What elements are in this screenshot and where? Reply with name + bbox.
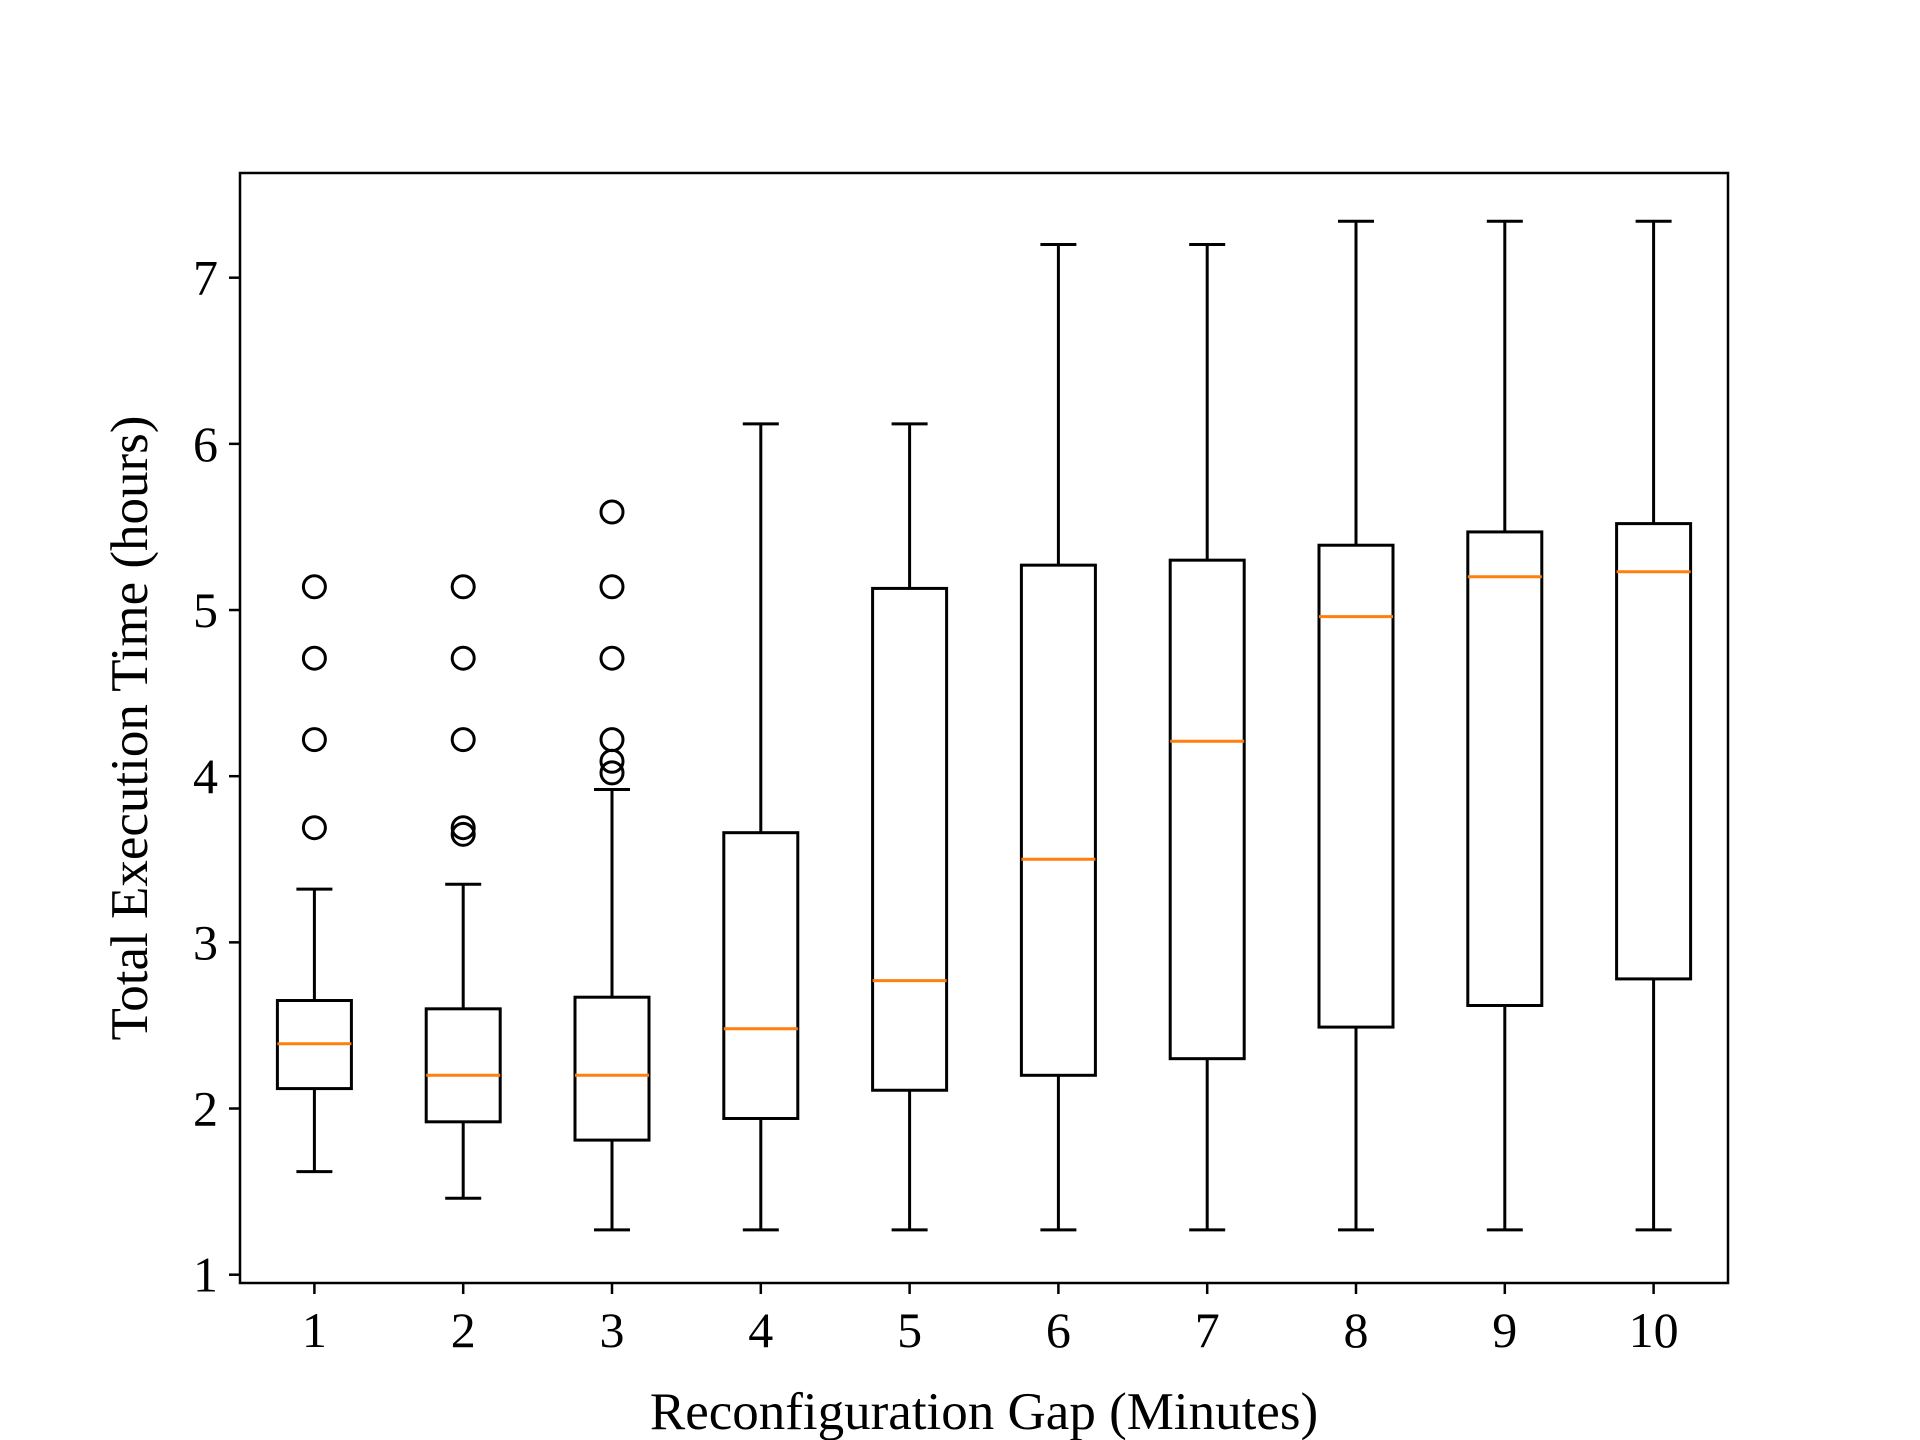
- box-group-5: [871, 422, 949, 1232]
- x-tick-label: 6: [1046, 1302, 1071, 1358]
- x-axis-ticks: 1 2 3 4 5 6 7 8 9 10: [302, 1283, 1679, 1358]
- iqr-box: [424, 1007, 502, 1124]
- y-tick-label: 7: [193, 250, 218, 306]
- y-tick-label: 5: [193, 582, 218, 638]
- outlier-point: [599, 574, 625, 600]
- y-axis-ticks: 1 2 3 4 5 6 7: [193, 250, 240, 1303]
- x-tick-label: 2: [451, 1302, 476, 1358]
- x-tick-label: 8: [1344, 1302, 1369, 1358]
- box-group-9: [1466, 219, 1544, 1232]
- x-tick-label: 7: [1195, 1302, 1220, 1358]
- box-group-4: [722, 422, 800, 1232]
- x-axis-label: Reconfiguration Gap (Minutes): [650, 1383, 1318, 1440]
- outlier-point: [301, 815, 327, 841]
- x-tick-label: 5: [897, 1302, 922, 1358]
- outlier-point: [450, 727, 476, 753]
- x-tick-label: 3: [600, 1302, 625, 1358]
- axes-frame: [238, 171, 1730, 1285]
- x-tick-label: 1: [302, 1302, 327, 1358]
- outlier-point: [599, 499, 625, 525]
- box-group-3: [573, 499, 651, 1232]
- iqr-box: [871, 586, 949, 1092]
- outlier-point: [599, 760, 625, 786]
- x-tick-label: 10: [1629, 1302, 1679, 1358]
- x-tick-label: 9: [1492, 1302, 1517, 1358]
- iqr-box: [573, 995, 651, 1142]
- iqr-box: [1168, 558, 1246, 1061]
- box-group-2: [424, 574, 502, 1200]
- iqr-box: [722, 831, 800, 1120]
- y-tick-label: 2: [193, 1081, 218, 1137]
- iqr-box: [1019, 563, 1097, 1077]
- outlier-point: [450, 645, 476, 671]
- y-tick-label: 4: [193, 748, 218, 804]
- iqr-box: [1466, 530, 1544, 1008]
- plot-area: [275, 219, 1693, 1232]
- x-tick-label: 4: [748, 1302, 773, 1358]
- iqr-box: [1317, 543, 1395, 1029]
- y-tick-label: 3: [193, 914, 218, 970]
- box-group-6: [1019, 242, 1097, 1232]
- box-group-7: [1168, 242, 1246, 1232]
- iqr-box: [1615, 522, 1693, 981]
- outlier-point: [599, 645, 625, 671]
- outlier-point: [301, 574, 327, 600]
- outlier-point: [301, 727, 327, 753]
- y-axis-label: Total Execution Time (hours): [101, 416, 159, 1041]
- box-group-8: [1317, 219, 1395, 1232]
- outlier-point: [301, 645, 327, 671]
- y-tick-label: 6: [193, 416, 218, 472]
- outlier-point: [599, 727, 625, 753]
- outlier-point: [450, 821, 476, 847]
- outlier-point: [450, 815, 476, 841]
- outlier-point: [450, 574, 476, 600]
- y-tick-label: 1: [193, 1247, 218, 1303]
- box-group-10: [1615, 219, 1693, 1232]
- box-group-1: [275, 574, 353, 1174]
